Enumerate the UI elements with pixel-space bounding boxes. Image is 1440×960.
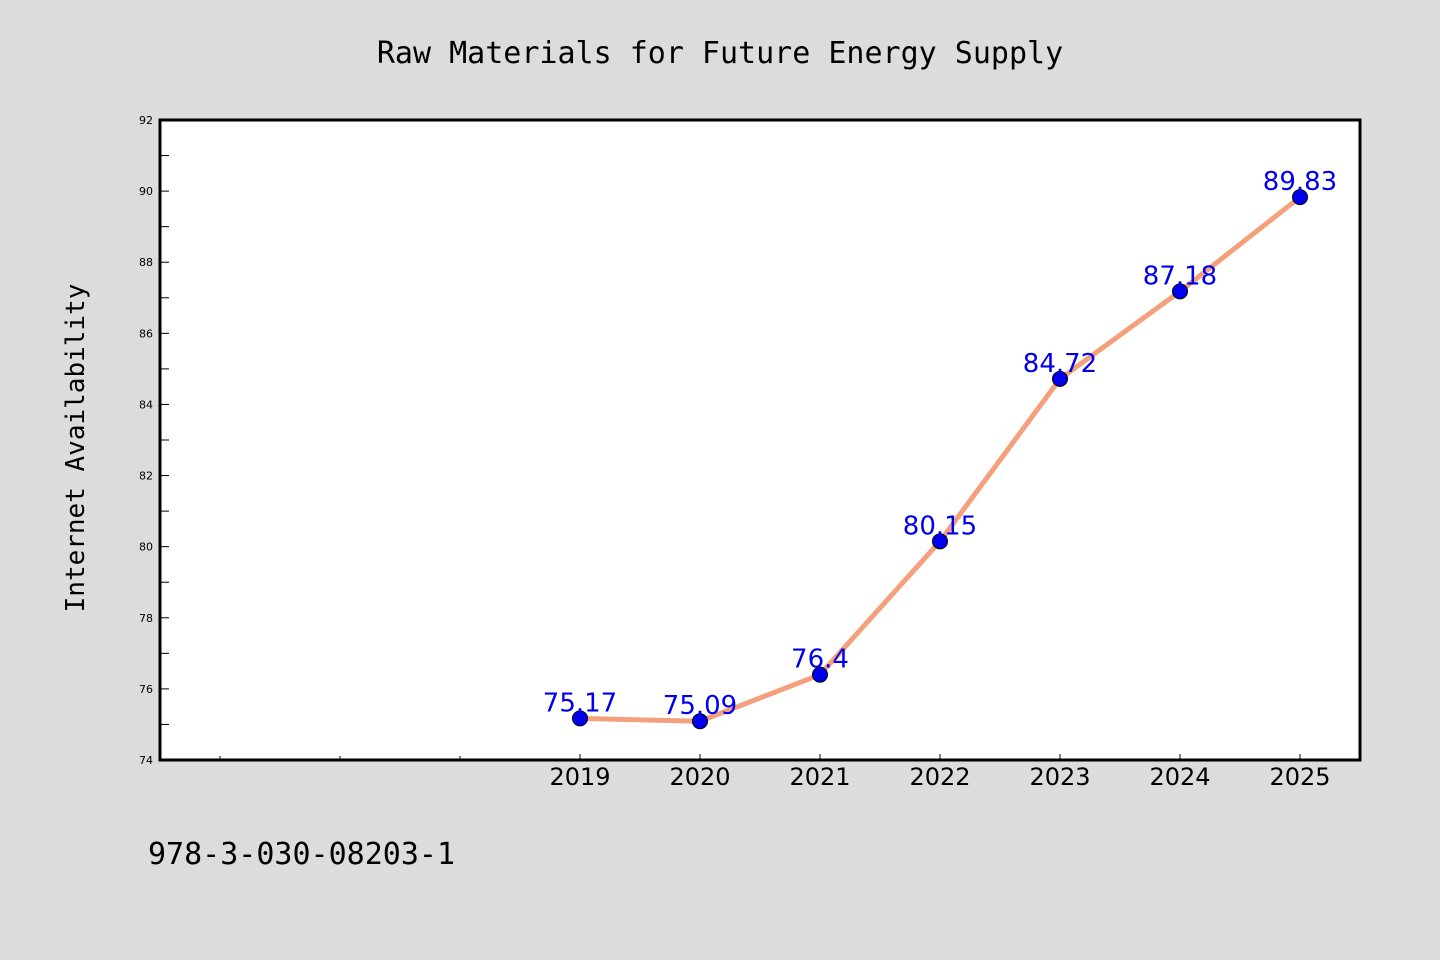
data-label: 87.18 [1143, 261, 1217, 291]
data-point [1172, 283, 1188, 300]
data-point [1292, 189, 1308, 206]
x-tick-label: 2020 [669, 763, 730, 791]
x-tick-label: 2021 [789, 763, 850, 791]
data-label: 89.83 [1263, 167, 1337, 197]
isbn-footer: 978-3-030-08203-1 [148, 837, 455, 872]
data-label: 75.17 [543, 688, 617, 718]
plot-area [160, 120, 1360, 760]
data-label: 84.72 [1023, 349, 1097, 379]
x-tick-label: 2022 [909, 763, 970, 791]
data-labels: 75.17 75.09 76.4 80.15 84.72 87.18 89.83 [543, 167, 1337, 721]
data-point [572, 710, 588, 727]
data-label: 80.15 [903, 511, 977, 541]
x-axis-ticks: 2019 2020 2021 2022 2023 2024 2025 [219, 754, 1331, 791]
y-axis-ticks: 74 76 78 80 82 84 86 88 90 92 [139, 114, 169, 767]
x-tick-label: 2019 [549, 763, 610, 791]
plot-frame [158, 118, 1362, 762]
y-tick-label: 88 [139, 256, 153, 269]
y-tick-label: 76 [139, 683, 153, 696]
y-tick-label: 84 [139, 398, 153, 411]
y-tick-label: 90 [139, 185, 153, 198]
data-point [1052, 370, 1068, 387]
y-tick-label: 82 [139, 470, 153, 483]
y-tick-label: 80 [139, 541, 153, 554]
data-label: 76.4 [791, 645, 849, 675]
y-tick-label: 78 [139, 612, 153, 625]
y-tick-label: 86 [139, 327, 153, 340]
data-point [692, 713, 708, 730]
chart-title: Raw Materials for Future Energy Supply [377, 36, 1063, 71]
data-point [932, 533, 948, 550]
x-tick-label: 2023 [1029, 763, 1090, 791]
y-axis-label: Internet Availability [61, 284, 91, 613]
y-tick-label: 74 [139, 754, 153, 767]
data-point [812, 666, 828, 683]
x-tick-label: 2025 [1269, 763, 1330, 791]
x-tick-label: 2024 [1149, 763, 1210, 791]
series-markers [572, 189, 1308, 730]
y-tick-label: 92 [139, 114, 153, 127]
data-label: 75.09 [663, 691, 737, 721]
